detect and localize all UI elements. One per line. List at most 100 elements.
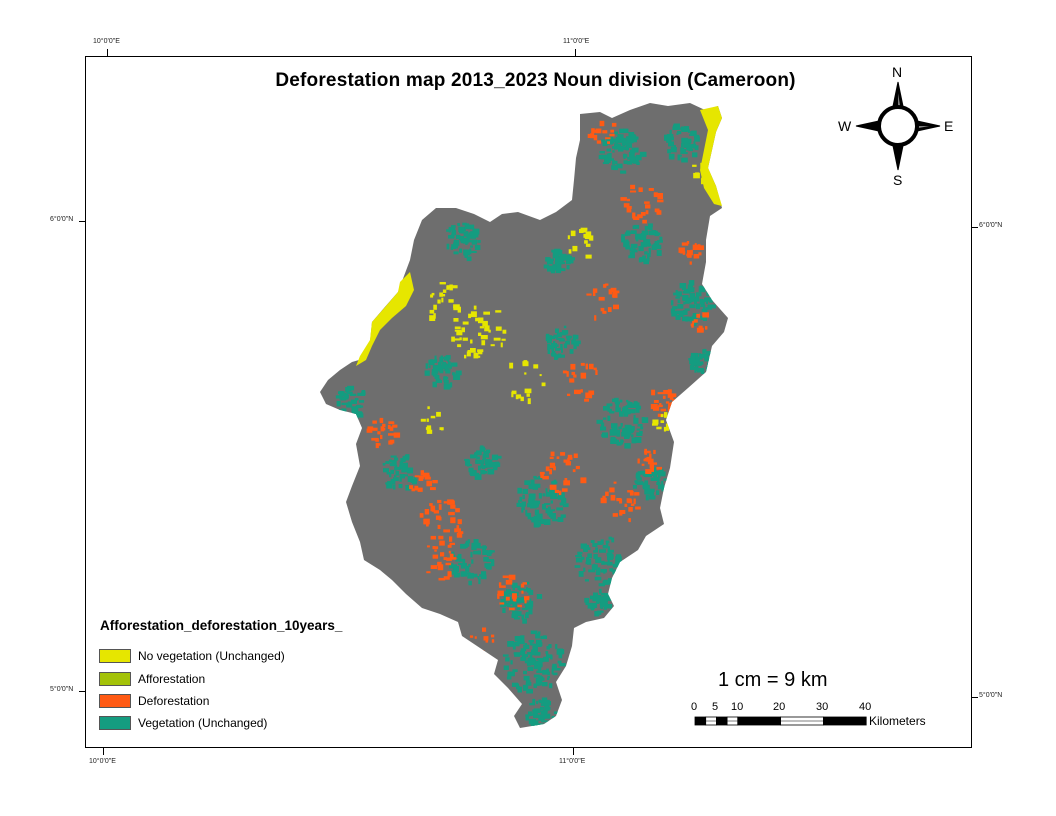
land-cover-patch <box>705 326 708 330</box>
land-cover-patch <box>590 602 596 609</box>
land-cover-patch <box>625 245 631 250</box>
land-cover-patch <box>560 452 566 456</box>
land-cover-patch <box>508 671 515 677</box>
land-cover-patch <box>635 148 639 153</box>
land-cover-patch <box>539 676 544 679</box>
land-cover-patch <box>615 139 622 143</box>
land-cover-patch <box>623 160 628 164</box>
land-cover-patch <box>477 240 481 243</box>
land-cover-patch <box>585 243 591 247</box>
land-cover-patch <box>607 141 610 144</box>
land-cover-patch <box>449 553 454 559</box>
land-cover-patch <box>637 481 644 485</box>
compass-south-label: S <box>893 172 903 188</box>
land-cover-patch <box>525 714 530 717</box>
land-cover-patch <box>635 238 639 242</box>
land-cover-patch <box>493 467 498 471</box>
land-cover-patch <box>550 451 555 457</box>
land-cover-patch <box>575 465 580 470</box>
land-cover-patch <box>528 640 535 643</box>
land-cover-patch <box>554 718 558 725</box>
land-cover-patch <box>639 430 643 434</box>
land-cover-patch <box>563 459 568 463</box>
land-cover-patch <box>644 450 651 454</box>
land-cover-patch <box>634 437 642 443</box>
land-cover-patch <box>627 490 633 493</box>
land-cover-patch <box>577 551 581 555</box>
land-cover-patch <box>539 519 546 525</box>
land-cover-patch <box>689 364 695 370</box>
land-cover-patch <box>448 550 451 554</box>
land-cover-patch <box>621 234 625 240</box>
land-cover-patch <box>549 462 556 469</box>
land-cover-patch <box>691 130 697 136</box>
legend-item-deforestation: Deforestation <box>99 693 209 709</box>
coord-top-left: 10°0'0"E <box>93 38 120 45</box>
land-cover-patch <box>635 473 639 479</box>
land-cover-patch <box>449 566 454 569</box>
land-cover-patch <box>552 663 557 669</box>
land-cover-patch <box>608 137 613 140</box>
land-cover-patch <box>444 365 449 372</box>
land-cover-patch <box>557 257 565 262</box>
land-cover-patch <box>456 525 460 531</box>
land-cover-patch <box>478 578 481 585</box>
land-cover-patch <box>656 241 659 247</box>
land-cover-patch <box>683 301 686 305</box>
land-cover-patch <box>483 551 491 554</box>
land-cover-patch <box>468 232 472 236</box>
land-cover-patch <box>480 471 487 474</box>
land-cover-patch <box>625 231 631 236</box>
land-cover-patch <box>347 385 355 391</box>
land-cover-patch <box>602 130 608 134</box>
land-cover-patch <box>360 405 364 408</box>
land-cover-patch <box>336 400 341 407</box>
land-cover-patch <box>555 256 558 263</box>
legend-swatch <box>99 672 131 686</box>
land-cover-patch <box>436 411 441 417</box>
land-cover-patch <box>593 592 598 596</box>
land-cover-patch <box>667 149 671 154</box>
land-cover-patch <box>394 465 398 471</box>
land-cover-patch <box>662 395 666 399</box>
land-cover-patch <box>580 543 587 549</box>
land-cover-patch <box>620 170 627 174</box>
land-cover-patch <box>670 147 677 153</box>
land-cover-patch <box>648 188 654 191</box>
land-cover-patch <box>647 241 651 247</box>
land-cover-patch <box>653 449 656 454</box>
land-cover-patch <box>433 510 439 514</box>
land-cover-patch <box>520 597 525 601</box>
land-cover-patch <box>682 295 689 300</box>
land-cover-patch <box>597 541 603 545</box>
land-cover-patch <box>482 453 486 460</box>
land-cover-patch <box>566 254 570 260</box>
land-cover-patch <box>569 378 575 383</box>
land-cover-patch <box>497 593 500 599</box>
land-cover-patch <box>538 476 542 480</box>
land-cover-patch <box>424 476 431 480</box>
land-cover-patch <box>533 521 540 528</box>
land-cover-patch <box>572 245 578 252</box>
land-cover-patch <box>677 130 682 135</box>
land-cover-patch <box>598 583 605 587</box>
scale-tick-label: 0 <box>691 701 698 713</box>
land-cover-patch <box>561 488 568 492</box>
land-cover-patch <box>606 403 613 407</box>
land-cover-patch <box>481 340 486 346</box>
land-cover-patch <box>609 568 614 572</box>
land-cover-patch <box>490 344 495 347</box>
land-cover-patch <box>523 675 530 681</box>
land-cover-patch <box>452 245 456 250</box>
land-cover-patch <box>642 219 647 224</box>
land-cover-patch <box>466 223 470 230</box>
land-cover-patch <box>637 458 640 464</box>
land-cover-patch <box>459 337 462 341</box>
land-cover-patch <box>524 596 530 601</box>
land-cover-patch <box>443 529 450 533</box>
land-cover-patch <box>628 507 633 512</box>
land-cover-patch <box>533 663 538 670</box>
land-cover-patch <box>517 585 521 590</box>
land-cover-patch <box>484 458 491 464</box>
land-cover-patch <box>456 330 463 336</box>
